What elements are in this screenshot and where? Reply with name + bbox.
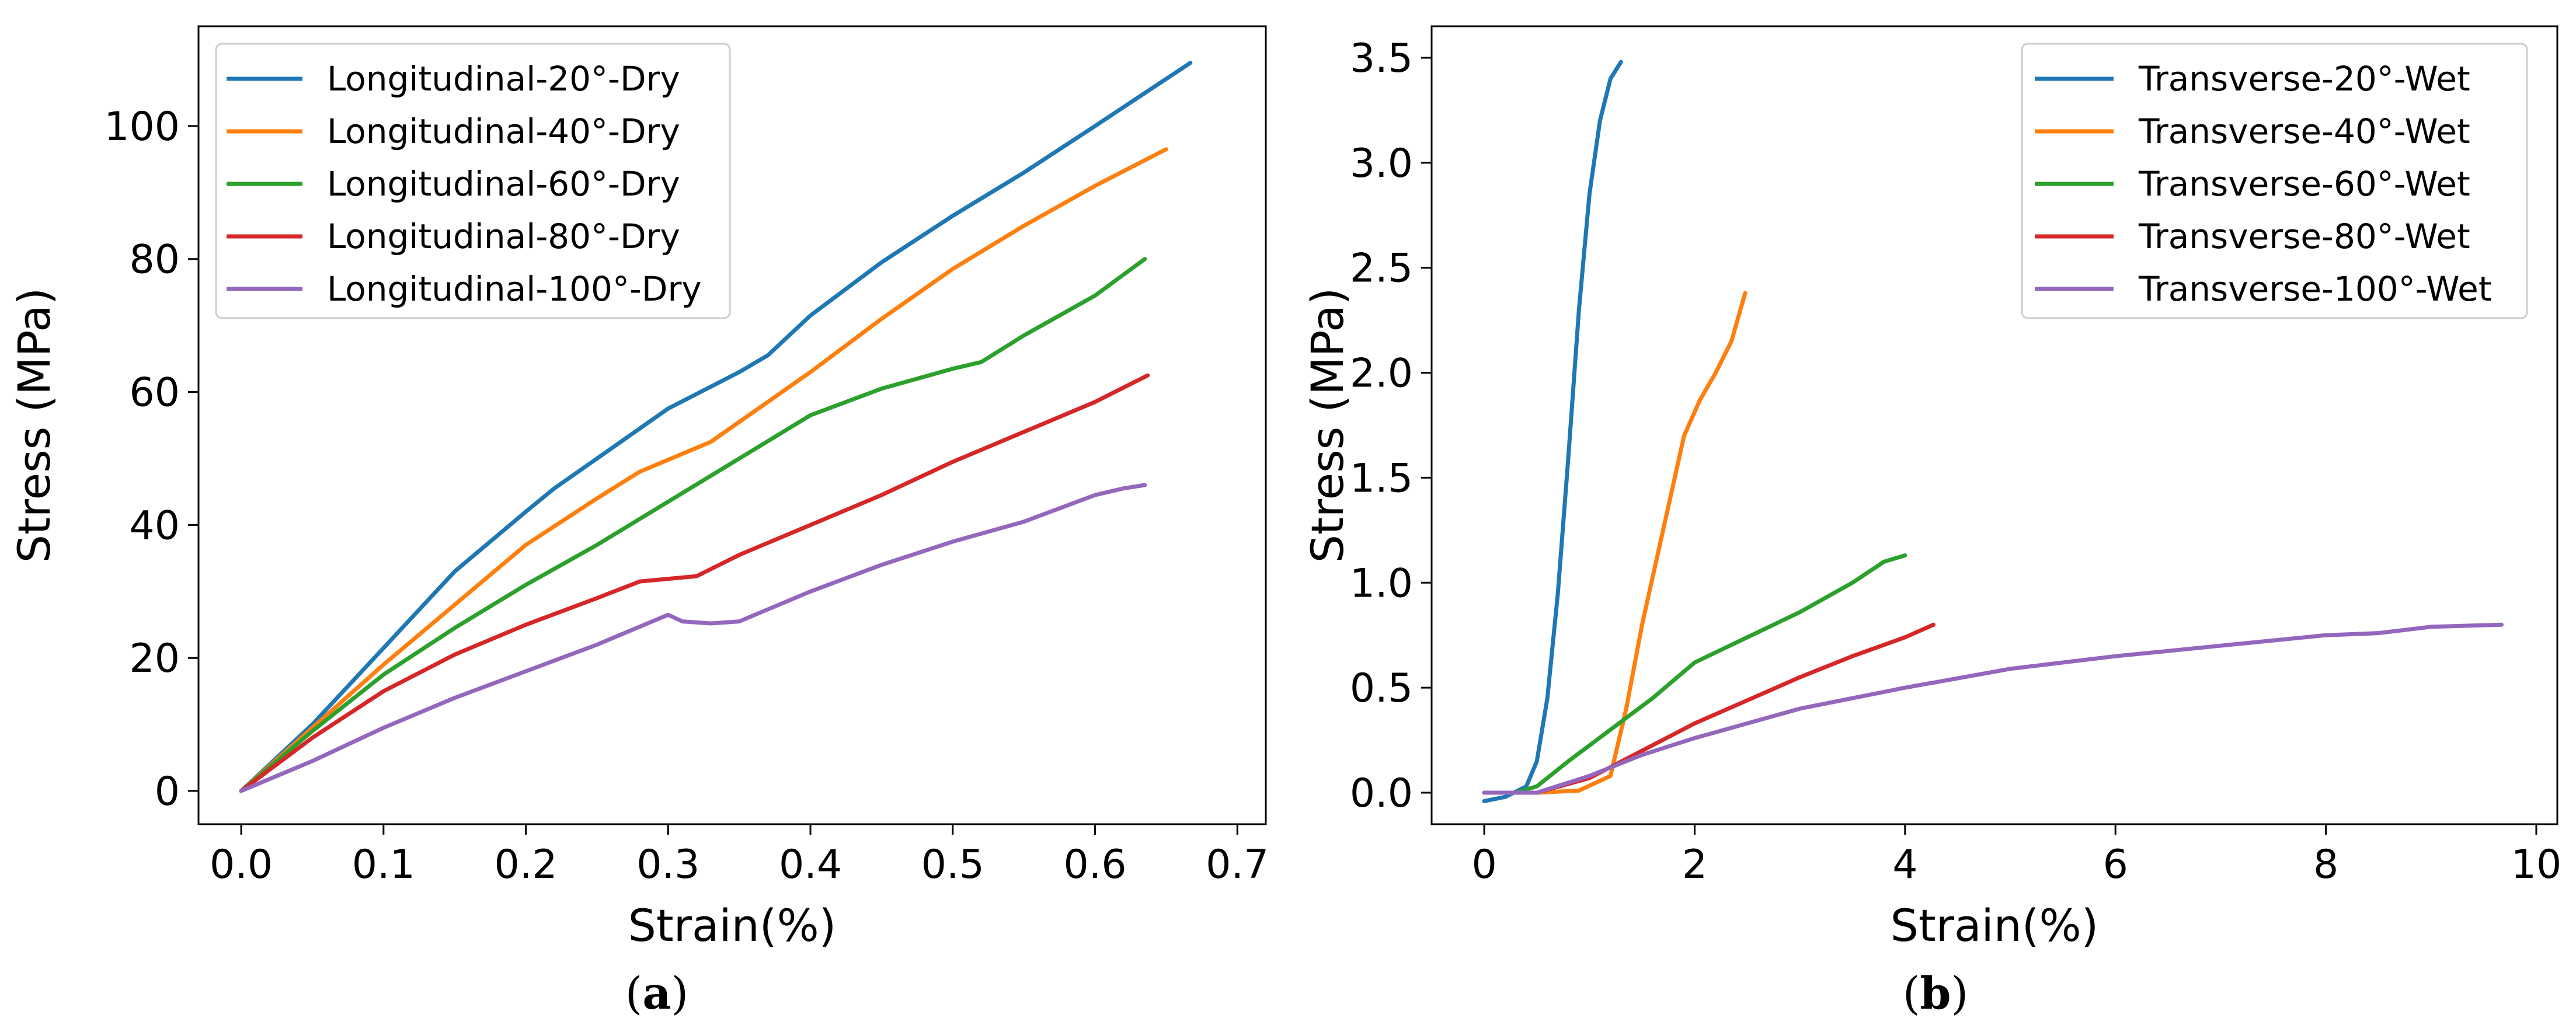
x-tick-label-a: 0.0	[210, 842, 273, 888]
plot-frame-b	[1430, 25, 2558, 825]
y-tick-label-a: 60	[129, 370, 180, 416]
y-tick-label-a: 0	[155, 769, 180, 815]
legend-box-b	[2021, 43, 2528, 319]
legend-label-a-4: Longitudinal-80°-Dry	[327, 217, 680, 256]
panel-label-a: (a)	[625, 967, 689, 1019]
series-line-a-4	[239, 373, 1150, 793]
y-tick-label-b: 3.5	[1350, 36, 1413, 82]
x-tick-label-b: 2	[1682, 842, 1707, 888]
x-tick-label-b: 4	[1892, 842, 1917, 888]
x-axis-title-b: Strain(%)	[1891, 899, 2099, 951]
series-line-b-3	[1482, 553, 1907, 795]
series-line-a-2	[239, 147, 1168, 793]
y-axis-title-a: Stress (MPa)	[8, 288, 60, 563]
legend-label-a-5: Longitudinal-100°-Dry	[327, 269, 702, 309]
legend-box-a	[215, 43, 731, 319]
panel-label-b: (b)	[1903, 967, 1968, 1019]
plot-frame-a	[197, 25, 1267, 825]
series-line-b-2	[1482, 291, 1747, 795]
y-tick-label-b: 3.0	[1350, 141, 1413, 187]
y-tick-label-b: 0.5	[1350, 665, 1413, 712]
x-tick-label-a: 0.3	[636, 842, 699, 888]
panel-b-chart: 0 2 4 6 8 10 0.0 0.5 1.0 1.5 2.0 2.5 3.0 3.5 Strain(%)…	[1301, 25, 2562, 1019]
y-tick-label-a: 40	[129, 503, 180, 549]
x-tick-label-a: 0.6	[1063, 842, 1126, 888]
legend-label-b-4: Transverse-80°-Wet	[2138, 217, 2470, 256]
series-line-a-5	[239, 483, 1147, 793]
legend-label-b-3: Transverse-60°-Wet	[2138, 164, 2470, 204]
x-tick-label-a: 0.2	[495, 842, 558, 888]
legend-label-a-1: Longitudinal-20°-Dry	[327, 59, 680, 99]
y-tick-label-b: 0.0	[1350, 770, 1413, 817]
legend-label-a-2: Longitudinal-40°-Dry	[327, 111, 680, 151]
x-tick-label-b: 8	[2313, 842, 2338, 888]
series-line-a-3	[239, 257, 1147, 793]
series-line-b-1	[1482, 60, 1623, 803]
y-tick-label-b: 2.5	[1350, 246, 1413, 292]
legend-label-a-3: Longitudinal-60°-Dry	[327, 164, 680, 204]
panel-a-chart: 0.0 0.1 0.2 0.3 0.4 0.5 0.6 0.7 0 20 40 60 80 100 Stra…	[8, 25, 1269, 1019]
y-tick-label-b: 1.0	[1350, 560, 1413, 606]
legend-label-b-1: Transverse-20°-Wet	[2138, 59, 2470, 99]
y-axis-title-b: Stress (MPa)	[1301, 288, 1353, 563]
x-tick-label-b: 6	[2103, 842, 2128, 888]
y-tick-label-b: 1.5	[1350, 455, 1413, 501]
x-tick-label-a: 0.7	[1206, 842, 1269, 888]
x-axis-title-a: Strain(%)	[628, 899, 837, 951]
series-line-b-5	[1482, 622, 2504, 795]
x-tick-label-a: 0.1	[352, 842, 415, 888]
series-line-a-1	[239, 61, 1193, 793]
y-tick-label-a: 20	[129, 636, 180, 682]
x-tick-label-b: 0	[1471, 842, 1496, 888]
legend-label-b-5: Transverse-100°-Wet	[2138, 269, 2492, 309]
x-tick-label-a: 0.4	[779, 842, 842, 888]
y-tick-label-b: 2.0	[1350, 351, 1413, 397]
y-tick-label-a: 80	[129, 237, 180, 283]
y-tick-label-a: 100	[104, 104, 180, 150]
legend-label-b-2: Transverse-40°-Wet	[2138, 111, 2470, 151]
x-tick-label-a: 0.5	[921, 842, 984, 888]
x-tick-label-b: 10	[2511, 842, 2562, 888]
